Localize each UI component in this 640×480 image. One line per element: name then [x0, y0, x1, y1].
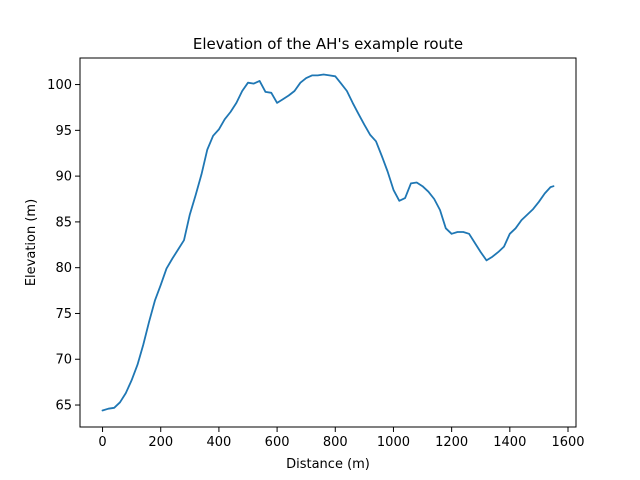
y-tick-label: 80	[55, 261, 72, 276]
x-tick-label: 400	[206, 435, 231, 450]
y-tick-label: 100	[47, 78, 72, 93]
x-tick-label: 1200	[435, 435, 468, 450]
plot-frame	[79, 57, 577, 428]
y-tick-label: 85	[55, 215, 72, 230]
y-axis-label: Elevation (m)	[24, 199, 39, 286]
x-tick-label: 1400	[493, 435, 526, 450]
x-axis-ticks: 0 200 400 600 800 1000 1200 1400 1600	[98, 427, 585, 450]
plot-series	[101, 73, 555, 412]
y-tick-label: 90	[55, 170, 72, 185]
chart-title: Elevation of the AH's example route	[193, 35, 463, 53]
y-axis-ticks: 65 70 75 80 85 90 95 100	[47, 78, 80, 414]
x-tick-label: 0	[98, 435, 106, 450]
y-tick-label: 95	[55, 124, 72, 139]
x-tick-label: 200	[148, 435, 173, 450]
y-tick-label: 70	[55, 353, 72, 368]
x-tick-label: 1600	[551, 435, 584, 450]
y-tick-label: 65	[55, 399, 72, 414]
x-tick-label: 800	[323, 435, 348, 450]
x-axis-label: Distance (m)	[286, 457, 370, 472]
x-tick-label: 600	[265, 435, 290, 450]
elevation-line	[101, 73, 555, 412]
y-tick-label: 75	[55, 307, 72, 322]
x-tick-label: 1000	[377, 435, 410, 450]
